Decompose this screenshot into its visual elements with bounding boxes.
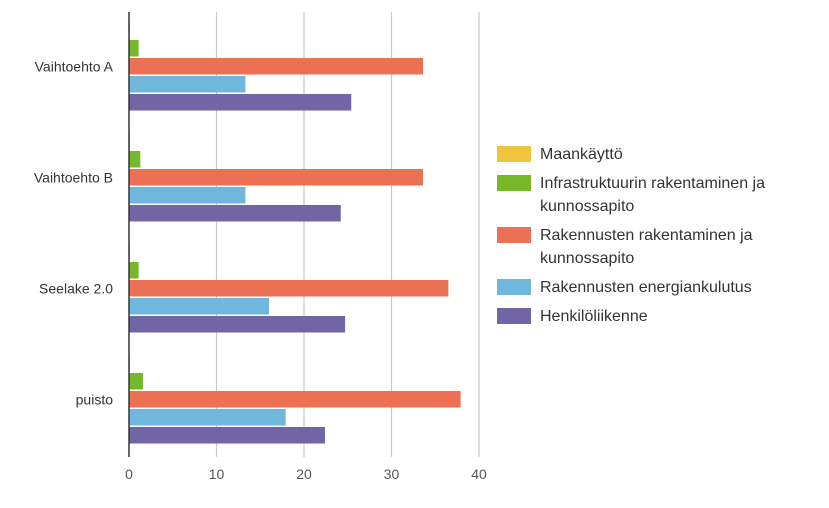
legend-label: Rakennusten energiankulutus: [540, 279, 752, 296]
category-label: Vaihtoehto B: [34, 169, 113, 185]
bar: [129, 58, 423, 75]
x-tick-labels: 0 10 20 30 40: [125, 466, 487, 482]
bar: [129, 262, 139, 279]
category-label: Seelake 2.0: [39, 280, 113, 296]
category-label: puisto: [76, 391, 114, 407]
category-label: Vaihtoehto A: [35, 58, 114, 74]
legend-label: Henkilöliikenne: [540, 308, 648, 325]
bar: [129, 373, 143, 390]
gridlines: [215, 12, 480, 457]
bar: [129, 151, 141, 168]
legend-item: Henkilöliikenne: [497, 305, 817, 328]
bar: [129, 76, 246, 93]
legend: Maankäyttö Infrastruktuurin rakentaminen …: [497, 143, 817, 334]
legend-label: Rakennusten rakentaminen ja kunnossapito: [540, 227, 753, 267]
bar: [129, 391, 461, 408]
legend-swatch: [497, 308, 531, 324]
legend-swatch: [497, 175, 531, 191]
bars: [129, 22, 461, 444]
bar: [129, 40, 139, 57]
bar: [129, 280, 449, 297]
x-tick-label: 30: [384, 466, 400, 482]
legend-swatch: [497, 227, 531, 243]
x-tick-label: 10: [209, 466, 225, 482]
legend-item: Rakennusten rakentaminen ja kunnossapito: [497, 224, 817, 270]
bar: [129, 94, 352, 111]
legend-item: Rakennusten energiankulutus: [497, 276, 817, 299]
legend-swatch: [497, 146, 531, 162]
bar: [129, 409, 286, 426]
x-tick-label: 20: [296, 466, 312, 482]
legend-item: Maankäyttö: [497, 143, 817, 166]
x-tick-label: 0: [125, 466, 133, 482]
legend-label: Infrastruktuurin rakentaminen ja kunnoss…: [540, 175, 765, 215]
bar: [129, 316, 346, 333]
bar: [129, 205, 341, 222]
legend-swatch: [497, 279, 531, 295]
x-tick-label: 40: [471, 466, 487, 482]
legend-label: Maankäyttö: [540, 146, 623, 163]
bar: [129, 427, 325, 444]
bar: [129, 169, 423, 186]
bar: [129, 298, 269, 315]
legend-item: Infrastruktuurin rakentaminen ja kunnoss…: [497, 172, 817, 218]
bar: [129, 187, 246, 204]
category-labels: Vaihtoehto A Vaihtoehto B Seelake 2.0 puist…: [34, 58, 114, 407]
